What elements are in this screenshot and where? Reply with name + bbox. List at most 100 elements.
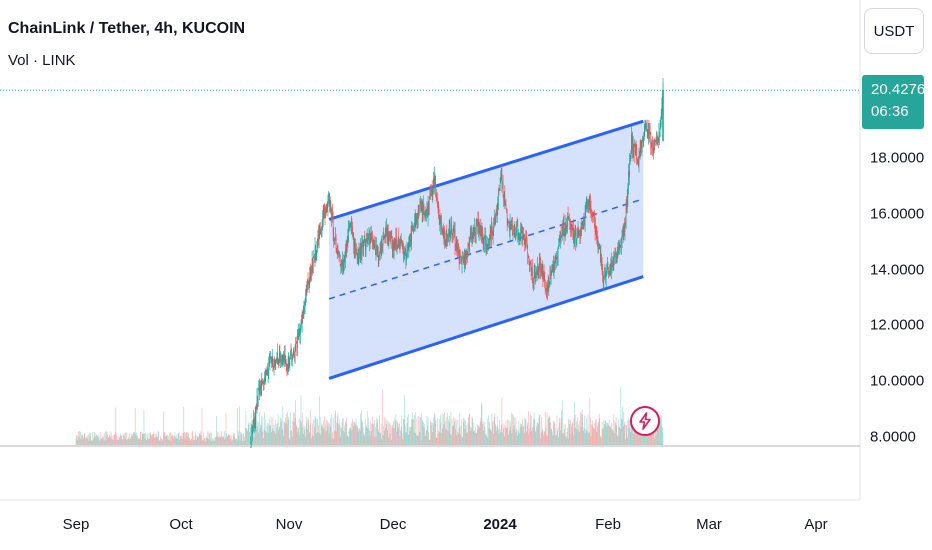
volume-bar (349, 427, 350, 445)
volume-bar (508, 419, 510, 445)
candle-body (254, 416, 255, 424)
volume-bar (483, 430, 485, 445)
volume-bar (173, 438, 175, 445)
candle-body (492, 232, 494, 235)
candle-body (604, 276, 605, 278)
volume-bar (420, 440, 422, 445)
candle-body (312, 257, 314, 267)
volume-bar (448, 422, 450, 445)
volume-bar (378, 431, 380, 445)
volume-bar (551, 431, 553, 445)
candle-body (431, 185, 432, 194)
candle-body (608, 271, 610, 275)
candle-body (564, 223, 566, 234)
volume-bar (520, 423, 522, 445)
candle-body (571, 223, 572, 228)
volume-bar (88, 434, 89, 445)
volume-bar (473, 431, 475, 445)
volume-bar (366, 425, 367, 445)
volume-bar (243, 433, 244, 445)
candle-body (438, 216, 440, 219)
volume-bar (539, 414, 540, 445)
volume-bar (453, 416, 455, 445)
volume-bar (261, 416, 263, 445)
volume-bar (127, 438, 129, 445)
volume-bar (266, 426, 268, 445)
candle-body (537, 266, 539, 272)
volume-bar (509, 430, 510, 445)
volume-bar (247, 431, 248, 445)
volume-bar (574, 414, 576, 445)
volume-bar (276, 427, 277, 445)
candle-body (410, 234, 412, 242)
volume-bar (587, 431, 588, 445)
candle-body (443, 233, 444, 235)
volume-bar (324, 429, 326, 445)
volume-bar (559, 418, 560, 445)
volume-bar (199, 434, 201, 445)
volume-bar (147, 437, 148, 445)
candle-body (298, 328, 300, 331)
volume-bar (380, 432, 381, 445)
volume-bar (240, 432, 242, 445)
volume-bar (177, 433, 179, 445)
candle-body (329, 193, 330, 204)
candle-body (392, 241, 394, 252)
candle-body (652, 150, 654, 152)
candle-body (276, 360, 277, 362)
candle-body (559, 238, 560, 245)
candle-body (330, 201, 332, 214)
volume-bar (497, 426, 499, 445)
volume-bar (196, 439, 197, 445)
candle-body (567, 216, 568, 227)
volume-bar (234, 432, 236, 445)
volume-bar (267, 432, 269, 445)
candle-body (588, 199, 590, 207)
candle-body (256, 395, 258, 410)
volume-bar (187, 432, 189, 445)
currency-button[interactable]: USDT (864, 8, 924, 54)
candle-body (254, 416, 256, 423)
candle-body (618, 243, 620, 249)
candle-body (352, 227, 353, 237)
candle-body (587, 200, 589, 206)
volume-bar (659, 422, 660, 445)
volume-bar (353, 426, 354, 445)
volume-bar (455, 428, 456, 445)
volume-bar (590, 435, 592, 445)
volume-bar (178, 433, 179, 445)
volume-bar (99, 440, 100, 445)
candle-body (656, 133, 658, 145)
candle-body (390, 237, 392, 242)
candle-body (317, 240, 318, 251)
candle-body (576, 233, 578, 239)
volume-bar (447, 412, 448, 445)
volume-bar (376, 418, 377, 445)
volume-bar (399, 423, 400, 445)
candle-body (385, 234, 386, 236)
volume-bar (203, 438, 205, 445)
candle-body (499, 190, 500, 191)
volume-bar (197, 436, 199, 445)
candle-body (399, 241, 400, 248)
volume-bar (80, 431, 81, 445)
volume-bar (568, 418, 569, 445)
volume-bar (641, 428, 643, 445)
candle-body (277, 359, 279, 365)
lightning-icon[interactable] (630, 406, 660, 436)
volume-bar (454, 418, 456, 445)
candle-body (592, 213, 594, 218)
candle-body (644, 127, 646, 132)
volume-bar (286, 414, 287, 445)
candle-body (595, 226, 597, 235)
volume-bar (542, 428, 543, 445)
volume-bar (416, 417, 418, 445)
volume-bar (631, 420, 632, 445)
volume-bar (414, 412, 416, 445)
volume-bar (228, 434, 230, 445)
volume-bar (269, 418, 270, 445)
candle-body (293, 352, 295, 355)
candle-body (383, 235, 385, 239)
candle-body (533, 285, 534, 288)
